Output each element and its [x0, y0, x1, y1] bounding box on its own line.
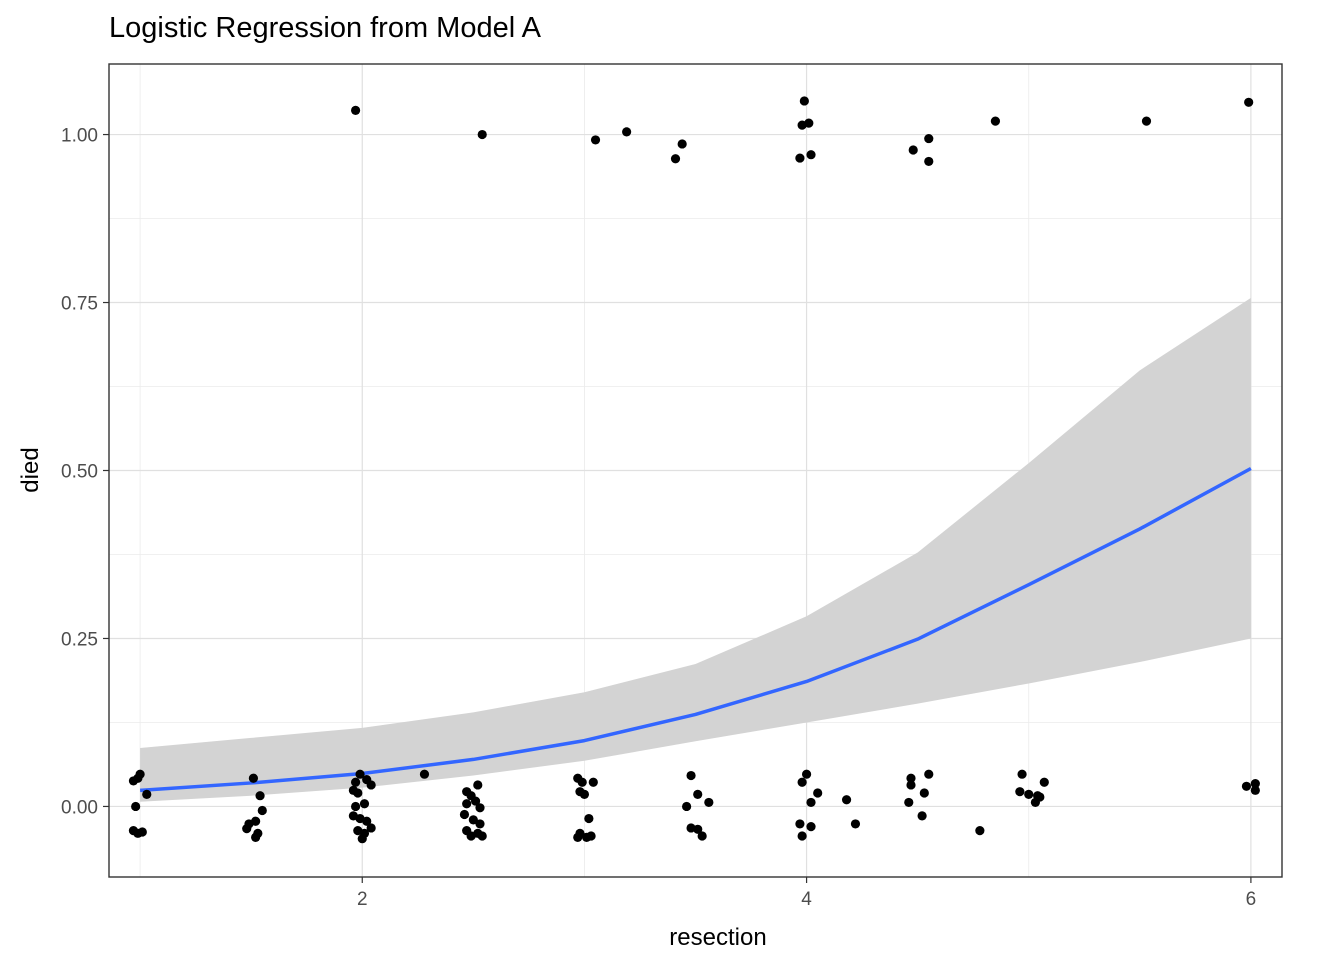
data-point [813, 788, 823, 798]
confidence-band-layer [140, 297, 1251, 802]
data-point [1241, 781, 1252, 791]
data-point [975, 826, 985, 836]
data-point [806, 822, 816, 832]
data-point [251, 832, 261, 842]
data-point [1141, 116, 1152, 126]
data-point [797, 831, 807, 841]
data-point [350, 801, 361, 812]
data-point [1030, 797, 1041, 808]
data-point [906, 773, 916, 783]
data-point [670, 154, 681, 164]
data-point [924, 769, 934, 779]
data-point [841, 795, 852, 805]
data-point [475, 803, 485, 813]
x-axis: 2 4 6 [357, 877, 1256, 910]
data-point [477, 831, 487, 841]
y-axis: 0.00 0.25 0.50 0.75 1.00 [61, 126, 109, 818]
data-point [366, 823, 376, 833]
data-point [588, 777, 598, 787]
data-point [419, 769, 430, 779]
data-point [350, 777, 361, 787]
data-point [362, 816, 372, 826]
data-point [924, 156, 934, 167]
fit-line [139, 466, 1252, 793]
y-tick-label: 0.50 [61, 462, 98, 483]
data-point [579, 789, 590, 799]
data-point [1250, 785, 1260, 795]
data-point [586, 831, 596, 841]
data-point [686, 770, 696, 781]
data-point [990, 116, 1001, 126]
data-point [1017, 769, 1027, 779]
x-tick-label: 4 [801, 889, 812, 910]
data-point [353, 788, 363, 798]
data-point [459, 809, 470, 820]
y-tick-label: 0.25 [61, 629, 98, 650]
data-point [1039, 777, 1049, 787]
point-layer [128, 96, 1260, 844]
data-point [697, 831, 707, 841]
data-point [473, 780, 483, 790]
data-point [242, 824, 252, 834]
data-point [906, 780, 916, 790]
data-point [795, 153, 805, 163]
data-point [622, 127, 632, 137]
data-point [573, 832, 583, 842]
y-tick-label: 1.00 [61, 126, 98, 147]
data-point [682, 801, 692, 812]
data-point [468, 815, 478, 825]
data-point [355, 769, 365, 779]
data-point [584, 813, 594, 824]
data-point [255, 791, 265, 801]
data-point [693, 789, 703, 799]
y-tick-label: 0.00 [61, 797, 98, 818]
data-point [704, 797, 714, 808]
y-axis-title: died [17, 447, 44, 492]
data-point [908, 145, 918, 155]
data-point [470, 796, 481, 806]
x-tick-label: 6 [1246, 889, 1257, 910]
data-point [806, 150, 816, 160]
data-point [806, 797, 816, 808]
data-point [795, 819, 805, 829]
data-point [462, 799, 472, 809]
data-point [366, 780, 376, 790]
data-point [359, 799, 370, 809]
x-axis-title: resection [669, 924, 766, 951]
data-point [131, 801, 141, 812]
data-point [477, 129, 487, 140]
data-point [904, 797, 914, 808]
x-tick-label: 2 [357, 889, 368, 910]
data-point [850, 819, 861, 829]
fit-line-layer [139, 466, 1252, 793]
data-point [1024, 789, 1034, 799]
data-point [801, 769, 812, 779]
data-point [804, 118, 814, 128]
data-point [590, 135, 601, 145]
data-point [693, 824, 703, 834]
data-point [137, 827, 147, 837]
data-point [475, 819, 485, 829]
y-tick-label: 0.75 [61, 294, 98, 315]
data-point [797, 777, 807, 787]
data-point [1250, 779, 1260, 789]
data-point [924, 133, 934, 144]
data-point [577, 777, 587, 787]
data-point [135, 769, 145, 779]
data-point [677, 139, 687, 149]
data-point [1244, 97, 1254, 107]
data-point [466, 831, 476, 841]
data-point [1015, 787, 1025, 797]
data-point [799, 96, 809, 106]
confidence-band [140, 297, 1251, 802]
data-point [357, 834, 367, 844]
data-point [350, 105, 361, 115]
data-point [248, 773, 259, 783]
data-point [142, 789, 152, 799]
data-point [919, 788, 929, 798]
data-point [257, 805, 267, 816]
data-point [917, 811, 927, 821]
chart-title: Logistic Regression from Model A [109, 12, 541, 44]
